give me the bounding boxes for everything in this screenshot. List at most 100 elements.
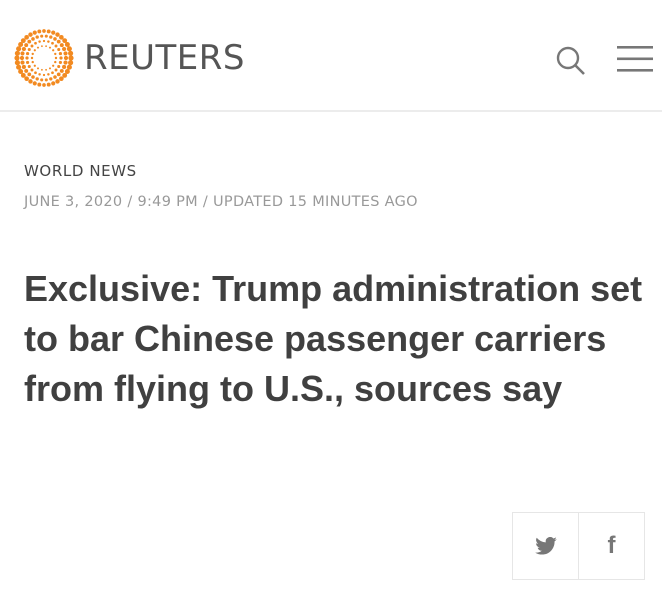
logo-dot xyxy=(62,47,67,52)
logo-dot xyxy=(41,68,43,71)
logo-dot xyxy=(46,29,51,34)
logo-dot xyxy=(27,47,31,52)
logo-dot xyxy=(56,39,61,44)
logo-dot xyxy=(31,52,34,56)
logo-dot xyxy=(63,51,68,56)
logo-dot xyxy=(19,55,25,61)
logo-dot xyxy=(45,68,47,71)
logo-dot xyxy=(54,44,58,48)
logo-dot xyxy=(36,46,40,49)
logo-dot xyxy=(24,76,29,82)
logo-dot xyxy=(68,55,74,61)
logo-dot xyxy=(21,47,26,52)
logo-dot xyxy=(53,75,57,79)
logo-dot xyxy=(68,50,74,56)
logo-dot xyxy=(68,60,74,66)
logo-dot xyxy=(20,60,25,65)
logo-dot xyxy=(54,52,57,56)
logo-dot xyxy=(47,73,50,76)
logo-dot xyxy=(31,37,35,41)
logo-dot xyxy=(40,78,44,82)
logo-dot xyxy=(16,64,22,70)
logo-dot xyxy=(45,45,47,48)
share-buttons: f xyxy=(512,512,645,580)
logo-dot xyxy=(37,82,42,87)
logo-dot xyxy=(64,42,70,47)
brand-name[interactable]: REUTERS xyxy=(84,38,245,78)
logo-dot xyxy=(49,35,53,39)
category-label[interactable]: WORLD NEWS xyxy=(24,162,137,180)
logo-dot xyxy=(42,29,46,33)
logo-dot xyxy=(48,46,52,49)
logo-dot xyxy=(33,49,36,52)
logo-dot xyxy=(51,41,54,45)
logo-dot xyxy=(59,68,64,73)
logo-dot xyxy=(51,81,56,86)
logo-dot xyxy=(64,69,70,74)
logo-dot xyxy=(16,46,22,52)
logo-dot xyxy=(24,43,29,48)
logo-dot xyxy=(28,79,33,84)
logo-dot xyxy=(56,72,61,77)
logo-dot xyxy=(28,32,33,37)
article-dateline: JUNE 3, 2020 / 9:49 PM / UPDATED 15 MINU… xyxy=(24,194,418,210)
logo-dot xyxy=(58,52,63,56)
logo-dot xyxy=(62,72,68,78)
logo-dot xyxy=(32,30,37,35)
logo-dot xyxy=(31,60,34,64)
facebook-icon: f xyxy=(607,532,616,559)
logo-dot xyxy=(62,38,68,44)
logo-dot xyxy=(14,55,20,61)
logo-dot xyxy=(14,60,20,66)
logo-dot xyxy=(44,34,48,38)
logo-dot xyxy=(18,42,24,47)
logo-dot xyxy=(57,64,61,69)
logo-dot xyxy=(27,64,31,69)
logo-dot xyxy=(66,64,72,70)
logo-dot xyxy=(48,67,52,70)
logo-dot xyxy=(52,49,55,52)
hamburger-menu-icon[interactable] xyxy=(617,44,653,74)
logo-dot xyxy=(52,64,55,67)
logo-dot xyxy=(42,73,46,77)
logo-dot xyxy=(14,50,20,56)
logo-dot xyxy=(51,30,56,35)
twitter-share-button[interactable] xyxy=(513,513,578,579)
logo-dot xyxy=(36,67,40,70)
logo-dot xyxy=(30,68,34,72)
logo-dot xyxy=(33,64,36,67)
reuters-logo-icon[interactable] xyxy=(14,28,74,88)
logo-dot xyxy=(24,68,29,73)
logo-dot xyxy=(53,37,57,41)
site-header: REUTERS xyxy=(0,0,662,112)
logo-dot xyxy=(27,39,32,44)
facebook-share-button[interactable]: f xyxy=(578,513,644,579)
logo-dot xyxy=(24,34,29,40)
logo-dot xyxy=(40,34,44,38)
logo-dot xyxy=(58,60,63,64)
logo-dot xyxy=(57,47,61,52)
logo-dot xyxy=(20,51,25,56)
logo-dot xyxy=(42,39,46,43)
logo-dot xyxy=(32,81,37,86)
logo-dot xyxy=(34,71,37,75)
logo-dot xyxy=(38,73,41,76)
logo-dot xyxy=(25,52,30,56)
logo-dot xyxy=(59,56,63,60)
logo-dot xyxy=(34,41,37,45)
logo-dot xyxy=(54,56,58,60)
logo-dot xyxy=(30,44,34,48)
logo-dot xyxy=(18,69,24,74)
logo-dot xyxy=(54,68,58,72)
logo-dot xyxy=(37,29,42,34)
twitter-icon xyxy=(534,537,557,555)
logo-dot xyxy=(42,83,46,87)
search-icon[interactable] xyxy=(554,44,588,78)
logo-dot xyxy=(62,64,67,69)
logo-dot xyxy=(46,82,51,87)
logo-dot xyxy=(25,60,30,64)
logo-dot xyxy=(63,60,68,65)
article-headline: Exclusive: Trump administration set to b… xyxy=(24,268,643,409)
logo-dot xyxy=(55,79,60,84)
logo-dot xyxy=(51,71,54,75)
